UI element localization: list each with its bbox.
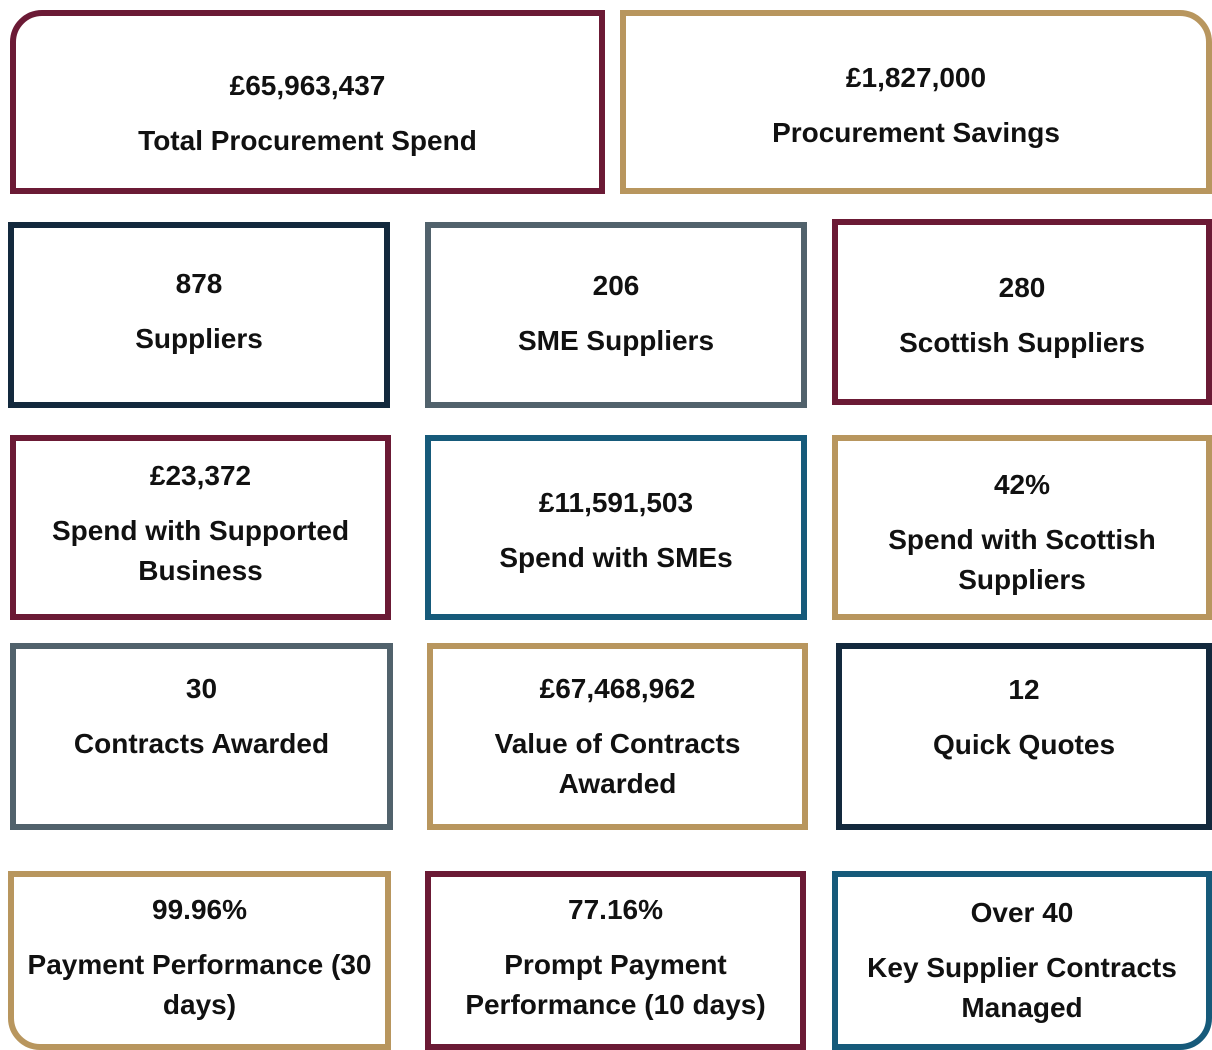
kpi-label: Quick Quotes <box>932 729 1116 760</box>
kpi-value: 30 <box>185 673 218 704</box>
kpi-tile: 99.96% Payment Performance (30 days) <box>8 871 391 1050</box>
kpi-value: 42% <box>993 469 1051 500</box>
kpi-tile: 77.16% Prompt Payment Performance (10 day… <box>425 871 806 1050</box>
kpi-tile: 280 Scottish Suppliers <box>832 219 1212 405</box>
kpi-label: Key Supplier Contracts Managed <box>867 952 1177 1023</box>
kpi-value: Over 40 <box>970 897 1074 928</box>
kpi-label: Contracts Awarded <box>73 728 330 759</box>
kpi-value: £11,591,503 <box>538 487 694 518</box>
kpi-value: £65,963,437 <box>229 70 386 101</box>
kpi-value: 99.96% <box>152 894 247 925</box>
kpi-tile: 42% Spend with Scottish Suppliers <box>832 435 1212 620</box>
kpi-value: 12 <box>1008 674 1040 705</box>
kpi-value: 77.16% <box>568 894 663 925</box>
kpi-label: Spend with Scottish Suppliers <box>888 524 1156 595</box>
kpi-label: Total Procurement Spend <box>138 125 477 156</box>
kpi-label: Spend with SMEs <box>499 542 733 573</box>
kpi-tile: £11,591,503 Spend with SMEs <box>425 435 807 620</box>
kpi-label: Procurement Savings <box>772 117 1060 148</box>
kpi-tile: 206 SME Suppliers <box>425 222 807 408</box>
kpi-value: 878 <box>175 268 223 299</box>
kpi-tile: Over 40 Key Supplier Contracts Managed <box>832 871 1212 1050</box>
kpi-tile: £23,372 Spend with Supported Business <box>10 435 391 620</box>
kpi-label: Prompt Payment Performance (10 days) <box>465 949 766 1020</box>
kpi-value: £23,372 <box>149 460 252 491</box>
kpi-label: Payment Performance (30 days) <box>27 949 372 1020</box>
kpi-value: 206 <box>592 270 640 301</box>
kpi-tile: £65,963,437 Total Procurement Spend <box>10 10 605 194</box>
kpi-label: SME Suppliers <box>517 325 715 356</box>
kpi-label: Value of Contracts Awarded <box>494 728 741 799</box>
kpi-value: 280 <box>998 272 1046 303</box>
kpi-label: Spend with Supported Business <box>51 515 350 586</box>
kpi-tile: 30 Contracts Awarded <box>10 643 393 830</box>
kpi-label: Suppliers <box>135 323 263 354</box>
kpi-tile: £1,827,000 Procurement Savings <box>620 10 1212 194</box>
kpi-value: £1,827,000 <box>845 62 987 93</box>
kpi-tile: £67,468,962 Value of Contracts Awarded <box>427 643 808 830</box>
kpi-tile: 12 Quick Quotes <box>836 643 1212 830</box>
kpi-label: Scottish Suppliers <box>899 327 1145 358</box>
kpi-tile: 878 Suppliers <box>8 222 390 408</box>
kpi-value: £67,468,962 <box>539 673 696 704</box>
